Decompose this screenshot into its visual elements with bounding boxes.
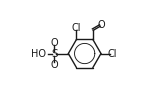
Text: O: O xyxy=(51,60,58,70)
Text: Cl: Cl xyxy=(108,49,117,59)
Text: HO: HO xyxy=(31,49,46,59)
Text: O: O xyxy=(98,20,105,30)
Text: S: S xyxy=(51,49,58,59)
Text: Cl: Cl xyxy=(72,23,81,33)
Text: O: O xyxy=(51,38,58,47)
